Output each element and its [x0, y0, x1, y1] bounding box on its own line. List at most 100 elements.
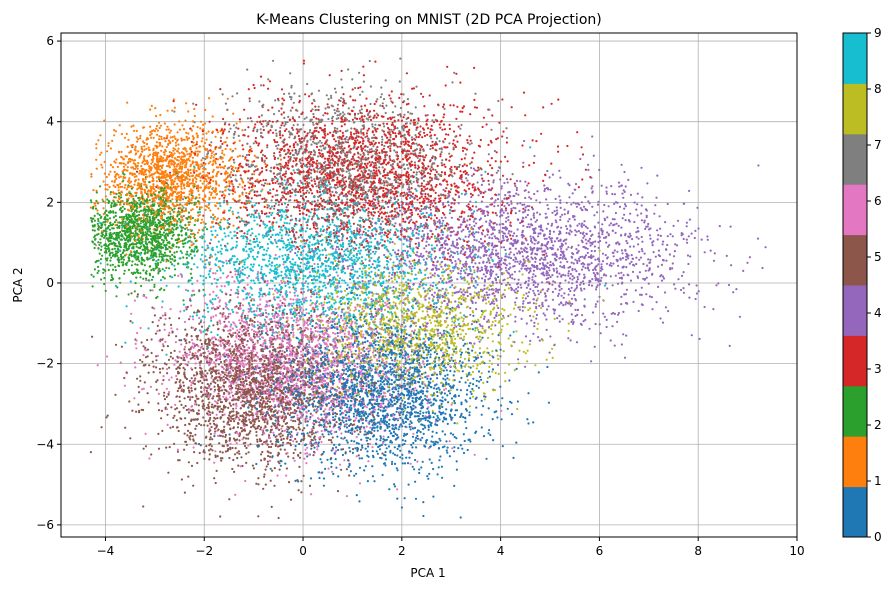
cluster-6-point — [292, 440, 295, 443]
cluster-4-point — [537, 336, 540, 339]
cluster-3-point — [284, 198, 287, 201]
cluster-4-point — [645, 225, 648, 228]
cluster-3-point — [292, 160, 295, 163]
cluster-3-point — [442, 103, 446, 106]
cluster-2-point — [169, 275, 172, 278]
cluster-0-point — [407, 483, 410, 486]
cluster-6-point — [292, 331, 295, 334]
cluster-6-point — [320, 429, 323, 433]
cluster-0-point — [422, 432, 425, 435]
cluster-5-point — [190, 464, 194, 467]
cluster-3-point — [345, 180, 348, 183]
cluster-9-point — [211, 233, 214, 236]
cluster-4-point — [359, 236, 362, 239]
cluster-8-point — [504, 371, 507, 374]
cluster-3-point — [466, 240, 469, 244]
cluster-4-point — [581, 314, 584, 317]
cluster-1-point — [108, 185, 111, 189]
cluster-5-point — [238, 452, 241, 455]
cluster-2-point — [127, 293, 130, 296]
cluster-4-point — [534, 285, 537, 289]
cluster-3-point — [260, 210, 263, 213]
cluster-4-point — [425, 240, 428, 243]
cluster-3-point — [543, 253, 546, 256]
cluster-6-point — [246, 283, 249, 286]
cluster-4-point — [418, 283, 421, 286]
cluster-0-point — [422, 501, 425, 504]
cluster-9-point — [327, 292, 330, 295]
cluster-0-point — [401, 356, 404, 359]
cluster-8-point — [364, 280, 367, 283]
cluster-8-point — [403, 346, 406, 349]
cluster-6-point — [293, 459, 296, 462]
cluster-8-point — [486, 286, 489, 289]
cluster-2-point — [98, 213, 101, 217]
cluster-0-point — [367, 353, 370, 356]
cluster-4-point — [511, 273, 514, 276]
cluster-5-point — [128, 400, 131, 403]
cluster-0-point — [386, 390, 389, 393]
cluster-4-point — [548, 176, 551, 179]
cluster-3-point — [356, 117, 359, 121]
cluster-3-point — [407, 282, 410, 285]
cluster-5-point — [167, 334, 170, 337]
cluster-8-point — [488, 284, 491, 287]
cluster-3-point — [382, 189, 385, 192]
cluster-4-point — [520, 317, 523, 320]
cluster-6-point — [409, 462, 412, 465]
cluster-1-point — [196, 231, 200, 234]
cluster-4-point — [406, 254, 409, 257]
cluster-4-point — [542, 312, 545, 315]
cluster-7-point — [420, 208, 423, 211]
cluster-0-point — [464, 381, 467, 384]
cluster-3-point — [276, 180, 279, 183]
cluster-0-point — [457, 394, 460, 397]
cluster-4-point — [579, 255, 582, 259]
cluster-4-point — [576, 308, 580, 311]
cluster-5-point — [280, 410, 283, 413]
cluster-0-point — [401, 399, 404, 402]
cluster-9-point — [301, 194, 304, 197]
cluster-0-point — [359, 316, 362, 319]
cluster-5-point — [286, 435, 289, 438]
cluster-0-point — [414, 406, 417, 409]
cluster-2-point — [150, 269, 153, 272]
cluster-1-point — [150, 136, 153, 139]
cluster-7-point — [233, 161, 236, 164]
cluster-3-point — [469, 139, 472, 142]
cluster-4-point — [622, 333, 625, 336]
cluster-0-point — [355, 472, 358, 475]
cluster-9-point — [203, 316, 206, 319]
cluster-0-point — [427, 477, 430, 480]
cluster-4-point — [503, 181, 506, 185]
cluster-3-point — [353, 132, 356, 135]
cluster-2-point — [196, 250, 199, 253]
cluster-4-point — [639, 293, 642, 296]
cluster-6-point — [119, 361, 122, 364]
cluster-4-point — [465, 224, 468, 227]
cluster-6-point — [213, 461, 216, 464]
cluster-9-point — [278, 231, 282, 234]
cluster-4-point — [689, 255, 692, 258]
cluster-7-point — [369, 85, 372, 88]
cluster-3-point — [291, 149, 294, 152]
cluster-3-point — [431, 147, 434, 150]
cluster-7-point — [320, 181, 323, 184]
cluster-0-point — [445, 369, 448, 372]
cluster-4-point — [523, 139, 526, 143]
cluster-3-point — [355, 132, 358, 135]
cluster-4-point — [531, 208, 535, 211]
cluster-7-point — [378, 166, 381, 169]
cluster-7-point — [265, 124, 268, 127]
cluster-2-point — [163, 277, 166, 280]
cluster-7-point — [373, 150, 376, 153]
cluster-3-point — [375, 170, 378, 173]
cluster-4-point — [510, 202, 513, 205]
cluster-4-point — [560, 274, 563, 277]
cluster-4-point — [558, 289, 561, 292]
cluster-2-point — [173, 207, 176, 210]
cluster-0-point — [414, 439, 417, 442]
cluster-7-point — [306, 189, 309, 192]
cluster-3-point — [550, 102, 553, 105]
cluster-7-point — [341, 111, 344, 114]
